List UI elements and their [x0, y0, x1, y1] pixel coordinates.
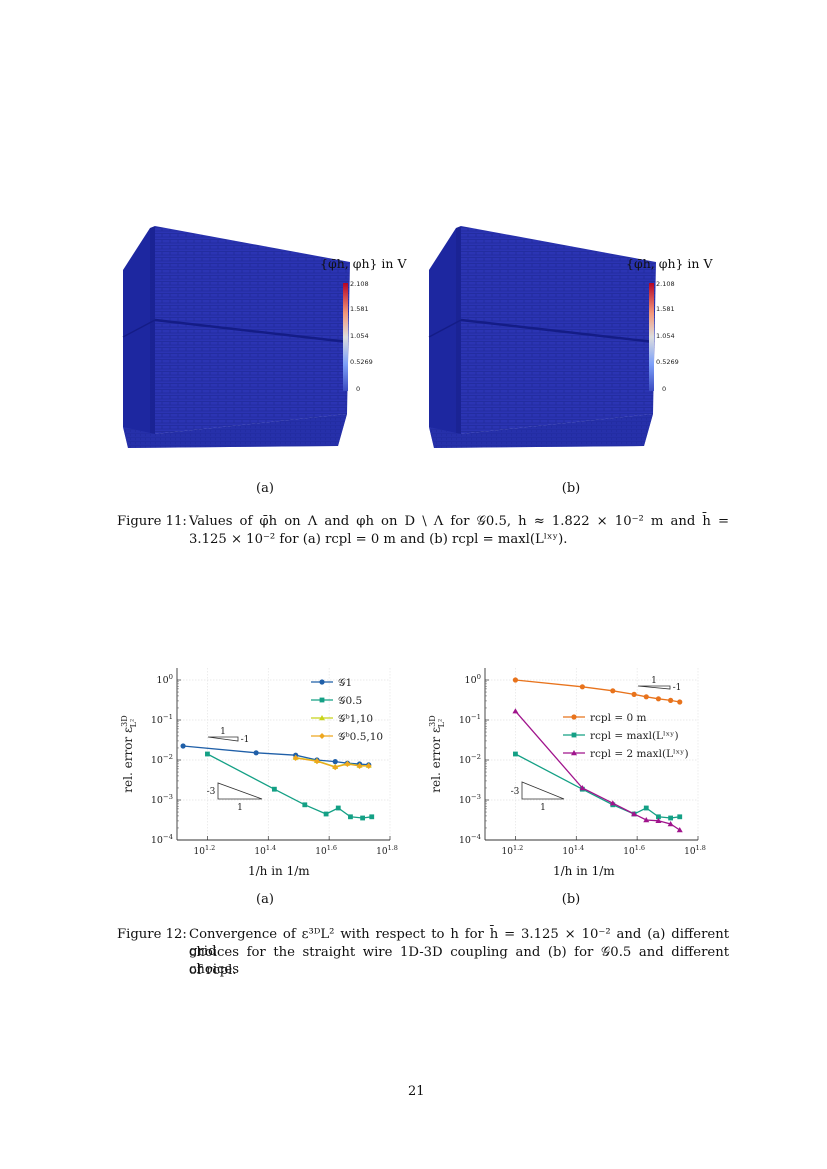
figure11-panel-b	[424, 222, 704, 450]
colorbar-tick: 0.5269	[350, 358, 373, 366]
colorbar-tick: 0	[356, 385, 361, 393]
svg-text:101.4: 101.4	[562, 844, 584, 857]
caption-line: 3.125 × 10⁻² for (a) rcpl = 0 m and (b) …	[189, 532, 568, 547]
figure12-caption: Figure 12: Convergence of ε³ᴰL² with res…	[117, 926, 729, 986]
svg-text:-1: -1	[241, 735, 250, 745]
convergence-plot-b: 100 10−1 10−2 10−3 10−4 101.2 101.4 101.6 101.8 r…	[428, 668, 706, 857]
colorbar-tick: 1.581	[350, 305, 369, 313]
svg-text:101.2: 101.2	[502, 844, 524, 857]
svg-text:rcpl = maxl(Lˡˣʸ): rcpl = maxl(Lˡˣʸ)	[590, 730, 679, 742]
caption-label: Figure 12:	[117, 927, 187, 942]
svg-text:𝒢ᵇ0.5,10: 𝒢ᵇ0.5,10	[338, 731, 383, 743]
svg-text:rel. error ε3DL²: rel. error ε3DL²	[428, 715, 446, 792]
svg-text:-3: -3	[511, 787, 520, 797]
svg-text:10−2: 10−2	[459, 753, 481, 766]
svg-text:10−1: 10−1	[459, 713, 481, 726]
svg-text:𝒢1: 𝒢1	[338, 677, 352, 689]
svg-text:rcpl = 2 maxl(Lˡˣʸ): rcpl = 2 maxl(Lˡˣʸ)	[590, 748, 689, 760]
x-axis-label-b: 1/h in 1/m	[553, 864, 615, 878]
svg-text:𝒢ᵇ1,10: 𝒢ᵇ1,10	[338, 713, 373, 725]
svg-text:10−4: 10−4	[151, 833, 173, 846]
svg-text:rel. error ε3DL²: rel. error ε3DL²	[120, 715, 138, 792]
caption-line: Values of φ̄h on Λ and φh on D \ Λ for 𝒢…	[189, 514, 729, 529]
colorbar-title-a: {φ̄h, φh} in V	[320, 256, 407, 271]
svg-text:-1: -1	[673, 683, 682, 693]
x-axis-label-a: 1/h in 1/m	[248, 864, 310, 878]
subcaption-a: (a)	[256, 481, 274, 496]
convergence-plot-a: 100 10−1 10−2 10−3 10−4 101.2 101.4 101.6 101.8 r…	[120, 668, 398, 857]
svg-text:𝒢0.5: 𝒢0.5	[338, 695, 362, 707]
svg-text:101.4: 101.4	[254, 844, 276, 857]
svg-text:10−3: 10−3	[151, 793, 173, 806]
caption-label: Figure 11:	[117, 514, 187, 529]
colorbar-b	[649, 283, 654, 391]
svg-text:101.6: 101.6	[623, 844, 645, 857]
caption-line: Convergence of ε³ᴰL² with respect to h f…	[189, 927, 729, 959]
page-number: 21	[408, 1084, 425, 1099]
svg-text:101.8: 101.8	[376, 844, 398, 857]
svg-text:100: 100	[157, 673, 173, 686]
colorbar-tick: 2.108	[656, 280, 675, 288]
colorbar-tick: 1.581	[656, 305, 675, 313]
colorbar-tick: 2.108	[350, 280, 369, 288]
cube-render-a	[122, 226, 350, 448]
svg-text:10−3: 10−3	[459, 793, 481, 806]
svg-text:101.8: 101.8	[684, 844, 706, 857]
colorbar-tick: 0	[662, 385, 667, 393]
svg-text:10−4: 10−4	[459, 833, 481, 846]
svg-text:101.2: 101.2	[194, 844, 216, 857]
colorbar-tick: 0.5269	[656, 358, 679, 366]
svg-text:10−1: 10−1	[151, 713, 173, 726]
svg-text:rcpl = 0 m: rcpl = 0 m	[590, 712, 646, 724]
colorbar-title-b: {φ̄h, φh} in V	[626, 256, 713, 271]
cube-render-b	[428, 226, 656, 448]
subcaption-12a: (a)	[256, 892, 274, 907]
svg-text:101.6: 101.6	[315, 844, 337, 857]
colorbar-tick: 1.054	[350, 332, 369, 340]
svg-text:1: 1	[237, 803, 243, 813]
svg-text:1: 1	[651, 676, 657, 686]
subcaption-b: (b)	[561, 481, 581, 496]
caption-line: choices for the straight wire 1D-3D coup…	[189, 945, 729, 977]
figure12-chart-b: 100 10−1 10−2 10−3 10−4 101.2 101.4 101.6 101.8 r…	[418, 660, 718, 860]
colorbar-a	[343, 283, 348, 391]
figure11-caption: Figure 11: Values of φ̄h on Λ and φh on …	[117, 513, 729, 553]
svg-text:100: 100	[465, 673, 481, 686]
figure12-chart-a: 100 10−1 10−2 10−3 10−4 101.2 101.4 101.6 101.8 r…	[110, 660, 410, 860]
caption-line: of rcpl.	[189, 963, 237, 978]
svg-text:1: 1	[540, 803, 546, 813]
colorbar-tick: 1.054	[656, 332, 675, 340]
svg-text:10−2: 10−2	[151, 753, 173, 766]
svg-text:-3: -3	[207, 787, 216, 797]
svg-text:1: 1	[220, 727, 226, 737]
figure11-panel-a	[118, 222, 398, 450]
subcaption-12b: (b)	[561, 892, 581, 907]
